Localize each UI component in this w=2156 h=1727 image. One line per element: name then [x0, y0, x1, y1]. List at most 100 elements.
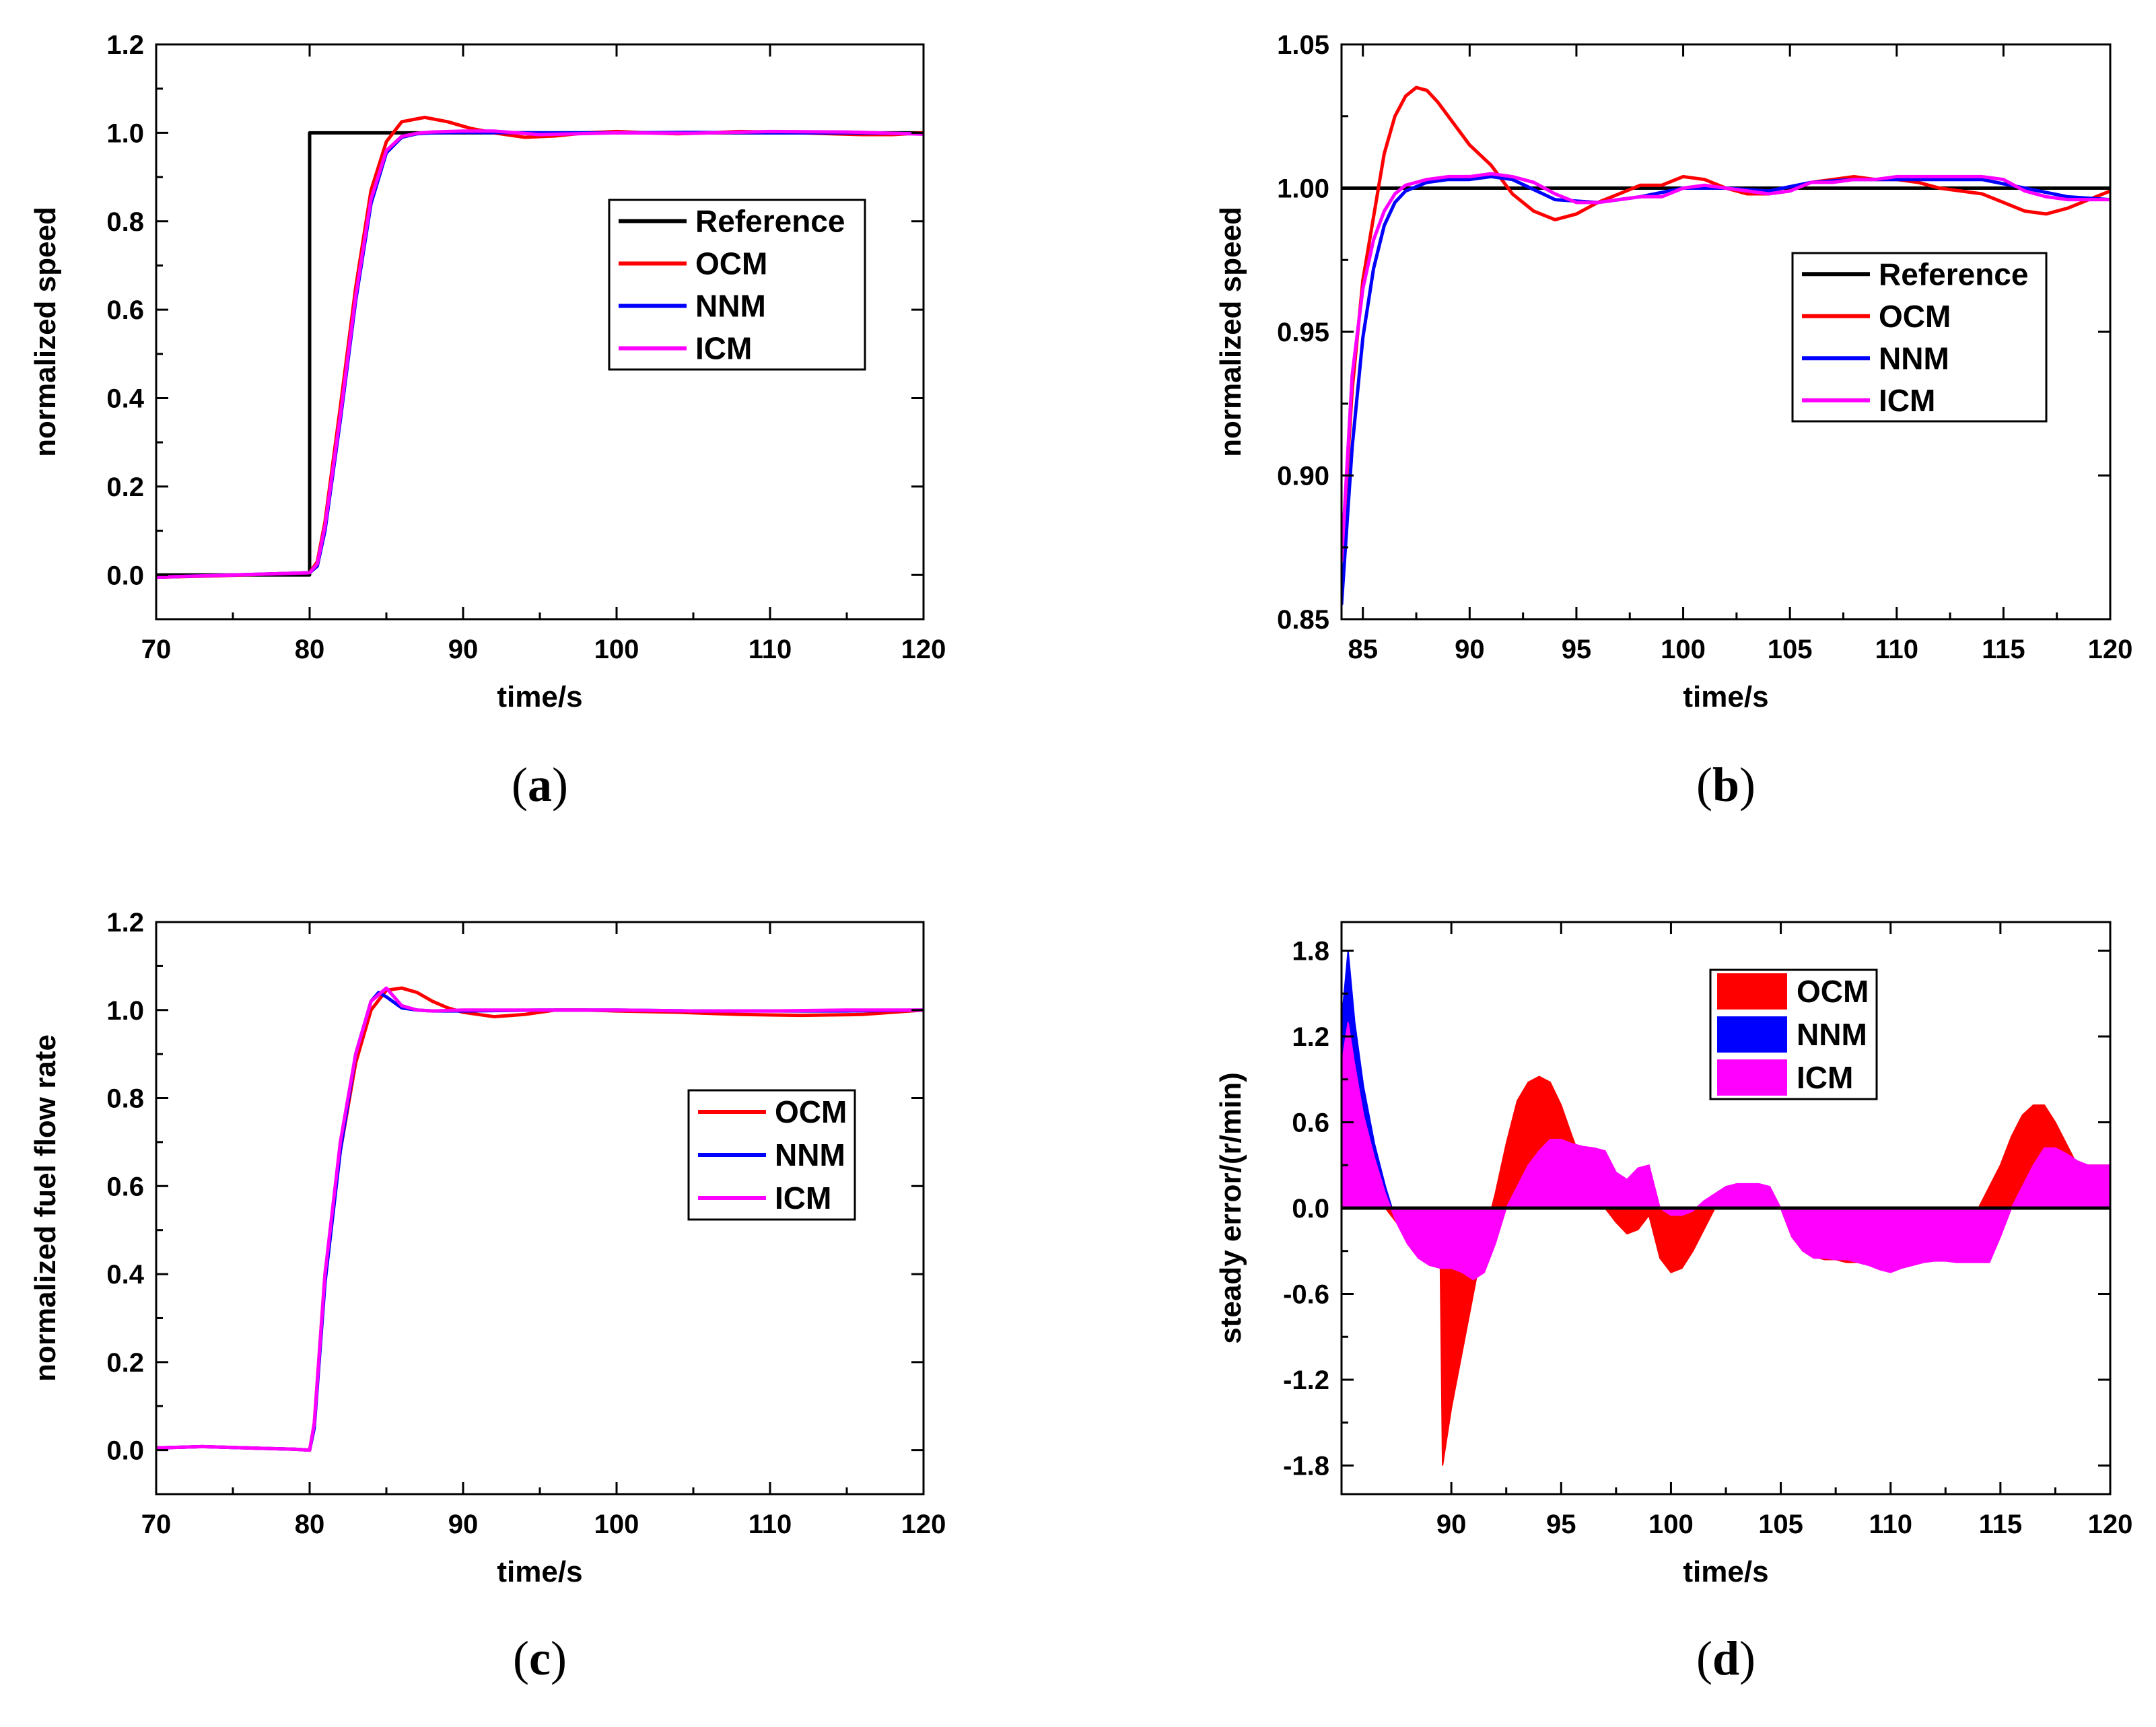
x-tick-label: 120	[2088, 635, 2133, 664]
y-axis-label: steady error/(r/min)	[1214, 1072, 1247, 1343]
y-tick-label: 1.00	[1277, 174, 1329, 204]
series-line-ocm	[1342, 85, 2110, 562]
x-axis-label: time/s	[497, 680, 582, 713]
legend: OCM NNM ICM	[687, 1089, 856, 1221]
legend-swatch-icm	[1717, 1059, 1787, 1096]
x-tick-label: 100	[594, 635, 639, 664]
series-line-icm	[156, 986, 924, 1452]
x-tick-label: 110	[749, 635, 792, 664]
plot-area	[1342, 950, 2110, 1466]
chart-panel-b: 85 90 95 100 105 110 115 120 0.85 0.90 0.95 1.00 1.0…	[1214, 30, 2132, 812]
x-axis-label: time/s	[497, 1555, 582, 1588]
legend-swatch-ocm	[1717, 973, 1787, 1010]
legend-label-icm: ICM	[1879, 383, 1935, 418]
legend-label-ocm: OCM	[695, 246, 767, 281]
x-axis-label: time/s	[1683, 680, 1768, 713]
legend-swatch-nnm	[1717, 1016, 1787, 1053]
x-tick-label: 110	[1875, 635, 1919, 664]
chart-panel-a: 70 80 90 100 110 120 0.0 0.2 0.4 0.6 0.8 1.0 1.2 time…	[29, 30, 946, 812]
y-tick-label: 0.4	[106, 384, 144, 414]
legend-label-icm: ICM	[695, 331, 752, 366]
plot-area	[156, 986, 924, 1452]
x-tick-label: 110	[749, 1510, 792, 1539]
y-tick-label: 1.8	[1292, 937, 1329, 966]
legend-label-icm: ICM	[1797, 1060, 1853, 1095]
plot-area	[1342, 85, 2110, 605]
panel-caption: (a)	[512, 758, 568, 812]
y-tick-label: 1.0	[106, 118, 144, 148]
x-tick-label: 115	[1979, 1510, 2023, 1539]
legend-label-nnm: NNM	[775, 1137, 845, 1172]
legend: Reference OCM NNM ICM	[1791, 252, 2048, 423]
x-tick-label: 110	[1869, 1510, 1912, 1539]
x-tick-label: 90	[1436, 1510, 1467, 1539]
x-tick-label: 90	[1455, 635, 1485, 664]
x-axis-label: time/s	[1683, 1555, 1768, 1588]
x-tick-label: 85	[1348, 635, 1378, 664]
legend-label-nnm: NNM	[1797, 1017, 1867, 1052]
x-tick-label: 90	[448, 635, 479, 664]
series-line-icm	[1342, 172, 2110, 562]
area-icm	[1342, 1022, 2110, 1281]
y-tick-label: 0.8	[106, 207, 144, 237]
y-axis-label: normalized speed	[1214, 207, 1247, 457]
y-tick-label: 0.6	[1292, 1108, 1329, 1138]
x-tick-label: 95	[1562, 635, 1592, 664]
series-line-nnm	[156, 991, 924, 1452]
x-tick-label: 100	[1661, 635, 1706, 664]
y-tick-label: 1.2	[106, 30, 144, 60]
x-tick-label: 90	[448, 1510, 479, 1539]
y-tick-label: -0.6	[1283, 1280, 1329, 1310]
legend-label-ocm: OCM	[775, 1094, 847, 1129]
y-axis-label: normalized speed	[29, 207, 62, 457]
x-tick-label: 120	[901, 635, 946, 664]
y-tick-label: 0.85	[1277, 605, 1329, 635]
y-tick-label: 0.6	[106, 1172, 144, 1201]
y-tick-label: 0.4	[106, 1260, 144, 1290]
legend-box	[608, 199, 866, 371]
panel-caption: (b)	[1696, 758, 1755, 812]
y-tick-label: 0.90	[1277, 462, 1329, 491]
y-tick-label: 0.2	[106, 472, 144, 502]
x-tick-label: 80	[295, 1510, 325, 1539]
legend-label-reference: Reference	[1879, 256, 2028, 291]
panel-caption: (d)	[1696, 1631, 1755, 1685]
y-tick-label: 0.0	[106, 1436, 144, 1466]
x-tick-label: 100	[594, 1510, 639, 1539]
legend-label-ocm: OCM	[1879, 299, 1951, 334]
x-tick-label: 70	[141, 635, 172, 664]
y-tick-label: 0.0	[106, 561, 144, 590]
x-tick-label: 80	[295, 635, 325, 664]
legend-label-nnm: NNM	[1879, 341, 1949, 376]
legend: OCM NNM ICM	[1709, 968, 1878, 1100]
y-axis-label: normalized fuel flow rate	[29, 1034, 62, 1382]
panel-caption: (c)	[513, 1631, 567, 1685]
x-tick-label: 70	[141, 1510, 172, 1539]
y-tick-label: 1.2	[1292, 1022, 1329, 1052]
legend-label-icm: ICM	[775, 1180, 831, 1215]
y-tick-label: 1.05	[1277, 30, 1329, 60]
y-tick-label: 0.0	[1292, 1194, 1329, 1224]
x-tick-label: 105	[1768, 635, 1813, 664]
x-tick-label: 115	[1982, 635, 2025, 664]
x-tick-label: 100	[1648, 1510, 1694, 1539]
y-tick-label: 1.2	[106, 908, 144, 938]
x-tick-label: 105	[1758, 1510, 1803, 1539]
chart-panel-c: 70 80 90 100 110 120 0.0 0.2 0.4 0.6 0.8 1.0 1.2 time…	[29, 908, 946, 1685]
y-tick-label: 0.8	[106, 1084, 144, 1114]
plot-area	[156, 115, 924, 579]
y-tick-label: 0.6	[106, 295, 144, 325]
x-tick-label: 95	[1546, 1510, 1576, 1539]
y-tick-label: 0.2	[106, 1348, 144, 1378]
legend-box	[1791, 252, 2048, 423]
chart-panel-d: 90 95 100 105 110 115 120 -1.8 -1.2 -0.6 0.0 0.6 1.2…	[1214, 921, 2133, 1685]
legend-label-reference: Reference	[695, 204, 845, 239]
legend-label-ocm: OCM	[1797, 974, 1869, 1009]
y-tick-label: -1.8	[1283, 1452, 1329, 1481]
y-tick-label: 0.95	[1277, 318, 1329, 347]
x-tick-label: 120	[2088, 1510, 2133, 1539]
y-tick-label: -1.2	[1283, 1366, 1329, 1395]
legend-label-nnm: NNM	[695, 289, 766, 324]
y-tick-label: 1.0	[106, 996, 144, 1026]
